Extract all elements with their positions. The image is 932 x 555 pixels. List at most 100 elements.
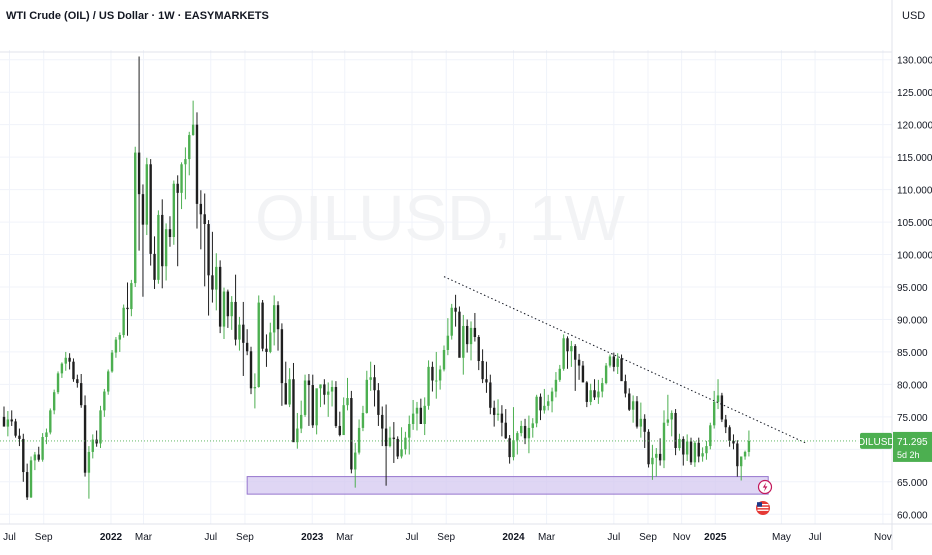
lightning-event-icon[interactable] <box>757 479 773 495</box>
candle <box>728 425 731 447</box>
candle <box>624 374 627 398</box>
candle <box>574 344 577 391</box>
candle <box>134 146 137 287</box>
x-tick-label: Sep <box>639 532 657 543</box>
candle <box>76 374 79 388</box>
candle <box>655 448 658 477</box>
candle <box>99 405 102 449</box>
candle <box>550 387 554 413</box>
candle <box>419 398 423 425</box>
candle-body <box>716 395 720 402</box>
candle-body <box>705 446 708 454</box>
candle-body <box>639 418 643 427</box>
candle <box>589 383 592 406</box>
candle-body <box>10 419 13 422</box>
candle-body <box>365 379 369 413</box>
candle <box>558 364 561 382</box>
candle-body <box>558 368 561 380</box>
candle-body <box>593 390 596 398</box>
candle-body <box>118 335 121 340</box>
descending-trendline[interactable] <box>443 276 808 444</box>
candle-body <box>230 301 233 317</box>
candle-body <box>408 424 411 438</box>
candle-body <box>709 425 712 447</box>
candle <box>222 287 226 339</box>
candle <box>577 353 581 380</box>
candle <box>566 336 569 369</box>
candle-body <box>473 327 477 337</box>
candle-body <box>651 457 654 465</box>
candle-body <box>500 413 504 423</box>
candle-body <box>296 428 299 443</box>
candle-body <box>496 413 500 415</box>
candle-body <box>554 379 558 392</box>
candle-body <box>658 453 662 461</box>
candle-body <box>666 419 670 423</box>
candle-body <box>485 379 488 383</box>
candle-body <box>257 302 260 387</box>
candle <box>408 415 411 455</box>
candle <box>523 418 527 445</box>
candle <box>658 438 662 466</box>
x-tick-label: May <box>772 532 791 543</box>
candle-body <box>720 395 724 420</box>
candle <box>547 394 550 411</box>
candle <box>14 418 17 438</box>
candle <box>462 314 465 375</box>
us-flag-event-icon[interactable] <box>756 501 770 515</box>
candle-body <box>99 410 102 444</box>
candle <box>674 409 677 456</box>
candle-body <box>489 382 492 408</box>
candle <box>724 414 727 434</box>
candle-body <box>307 380 311 386</box>
candle <box>612 352 616 372</box>
candle-body <box>265 348 268 352</box>
candle-body <box>122 307 125 336</box>
candle <box>180 162 183 210</box>
y-tick-label: 95.000 <box>897 283 928 294</box>
candle-body <box>377 390 380 415</box>
candle <box>350 390 353 474</box>
candle-body <box>458 311 461 358</box>
candle-body <box>168 229 172 238</box>
candle-body <box>465 325 469 345</box>
candle <box>49 408 52 435</box>
candle <box>6 411 10 437</box>
candle <box>242 301 245 376</box>
candle-body <box>25 472 29 498</box>
candle-body <box>134 152 137 284</box>
candle <box>458 306 461 358</box>
candle <box>616 353 619 375</box>
y-tick-label: 85.000 <box>897 348 928 359</box>
price-tag: OILUSD 71.295 5d 2h <box>857 431 932 462</box>
candle-body <box>392 437 396 439</box>
candle <box>149 159 152 266</box>
grid-lines <box>0 50 892 524</box>
currency-label[interactable]: USD <box>902 10 926 22</box>
candle-body <box>299 414 303 429</box>
candle-body <box>647 431 650 465</box>
candle-body <box>83 405 87 473</box>
candle <box>377 383 380 426</box>
candle-body <box>203 214 206 225</box>
candle-body <box>635 401 639 427</box>
candle <box>33 451 37 471</box>
x-tick-label: Sep <box>437 532 455 543</box>
candle <box>288 368 291 408</box>
candle <box>95 430 98 447</box>
candle-body <box>574 346 577 360</box>
candle <box>172 180 176 245</box>
candle-body <box>303 380 307 415</box>
candle-body <box>697 442 700 457</box>
y-tick-label: 90.000 <box>897 315 928 326</box>
candle <box>68 353 71 370</box>
candle <box>597 379 600 404</box>
candle <box>373 364 376 407</box>
candle <box>64 351 67 371</box>
support-zone[interactable] <box>246 476 769 495</box>
candle <box>122 304 125 338</box>
candle <box>404 431 407 455</box>
candle <box>292 362 295 443</box>
